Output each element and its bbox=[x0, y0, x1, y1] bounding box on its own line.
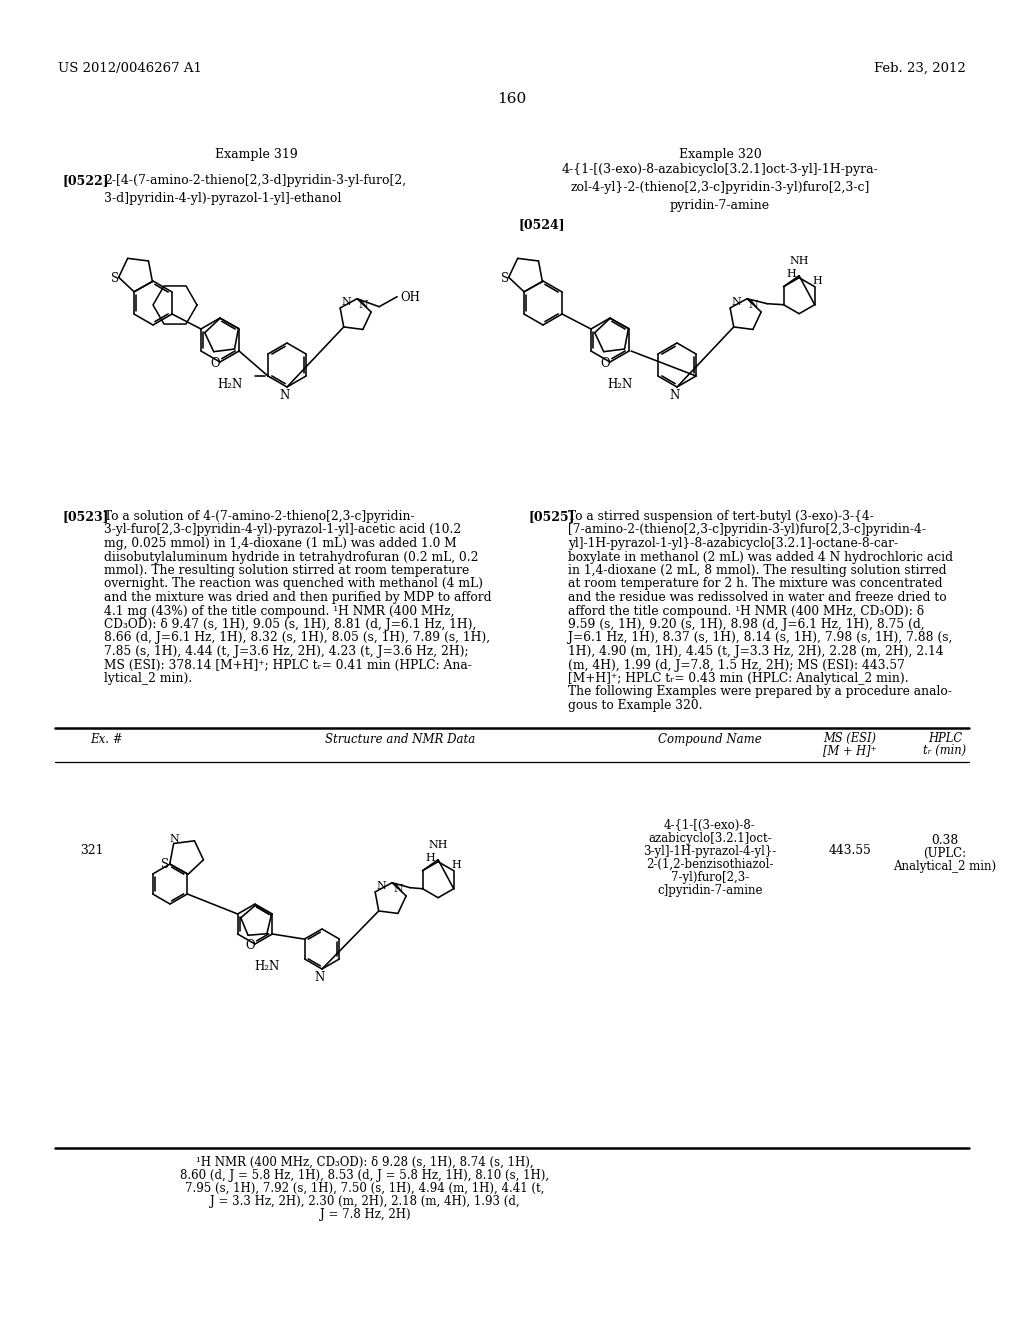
Text: tᵣ (min): tᵣ (min) bbox=[924, 744, 967, 756]
Text: J=6.1 Hz, 1H), 8.37 (s, 1H), 8.14 (s, 1H), 7.98 (s, 1H), 7.88 (s,: J=6.1 Hz, 1H), 8.37 (s, 1H), 8.14 (s, 1H… bbox=[568, 631, 952, 644]
Text: MS (ESI): MS (ESI) bbox=[823, 733, 877, 744]
Text: N: N bbox=[749, 300, 758, 310]
Text: [0522]: [0522] bbox=[62, 174, 109, 187]
Text: N: N bbox=[314, 972, 326, 983]
Text: US 2012/0046267 A1: US 2012/0046267 A1 bbox=[58, 62, 202, 75]
Text: Example 319: Example 319 bbox=[215, 148, 297, 161]
Text: lytical_2 min).: lytical_2 min). bbox=[104, 672, 193, 685]
Text: at room temperature for 2 h. The mixture was concentrated: at room temperature for 2 h. The mixture… bbox=[568, 578, 942, 590]
Text: To a solution of 4-(7-amino-2-thieno[2,3-c]pyridin-: To a solution of 4-(7-amino-2-thieno[2,3… bbox=[104, 510, 415, 523]
Text: Compound Name: Compound Name bbox=[658, 733, 762, 746]
Text: J = 3.3 Hz, 2H), 2.30 (m, 2H), 2.18 (m, 4H), 1.93 (d,: J = 3.3 Hz, 2H), 2.30 (m, 2H), 2.18 (m, … bbox=[210, 1195, 520, 1208]
Text: N: N bbox=[670, 389, 680, 403]
Text: overnight. The reaction was quenched with methanol (4 mL): overnight. The reaction was quenched wit… bbox=[104, 578, 483, 590]
Text: ¹H NMR (400 MHz, CD₃OD): δ 9.28 (s, 1H), 8.74 (s, 1H),: ¹H NMR (400 MHz, CD₃OD): δ 9.28 (s, 1H),… bbox=[197, 1156, 534, 1170]
Text: OH: OH bbox=[400, 292, 420, 304]
Text: 8.60 (d, J = 5.8 Hz, 1H), 8.53 (d, J = 5.8 Hz, 1H), 8.10 (s, 1H),: 8.60 (d, J = 5.8 Hz, 1H), 8.53 (d, J = 5… bbox=[180, 1170, 550, 1181]
Text: 160: 160 bbox=[498, 92, 526, 106]
Text: in 1,4-dioxane (2 mL, 8 mmol). The resulting solution stirred: in 1,4-dioxane (2 mL, 8 mmol). The resul… bbox=[568, 564, 946, 577]
Text: H₂N: H₂N bbox=[255, 961, 280, 974]
Text: 3-yl]-1H-pyrazol-4-yl}-: 3-yl]-1H-pyrazol-4-yl}- bbox=[643, 845, 776, 858]
Text: S: S bbox=[111, 272, 119, 285]
Text: The following Examples were prepared by a procedure analo-: The following Examples were prepared by … bbox=[568, 685, 952, 698]
Text: 7-yl)furo[2,3-: 7-yl)furo[2,3- bbox=[671, 871, 750, 884]
Text: 4-{1-[(3-exo)-8-azabicyclo[3.2.1]oct-3-yl]-1H-pyra-: 4-{1-[(3-exo)-8-azabicyclo[3.2.1]oct-3-y… bbox=[561, 162, 879, 176]
Text: 1H), 4.90 (m, 1H), 4.45 (t, J=3.3 Hz, 2H), 2.28 (m, 2H), 2.14: 1H), 4.90 (m, 1H), 4.45 (t, J=3.3 Hz, 2H… bbox=[568, 645, 944, 657]
Text: 321: 321 bbox=[80, 843, 103, 857]
Text: To a stirred suspension of tert-butyl (3-exo)-3-{4-: To a stirred suspension of tert-butyl (3… bbox=[568, 510, 873, 523]
Text: 4.1 mg (43%) of the title compound. ¹H NMR (400 MHz,: 4.1 mg (43%) of the title compound. ¹H N… bbox=[104, 605, 455, 618]
Text: mmol). The resulting solution stirred at room temperature: mmol). The resulting solution stirred at… bbox=[104, 564, 469, 577]
Text: Feb. 23, 2012: Feb. 23, 2012 bbox=[874, 62, 966, 75]
Text: N: N bbox=[341, 297, 351, 308]
Text: O: O bbox=[210, 356, 219, 370]
Text: H₂N: H₂N bbox=[218, 379, 243, 392]
Text: H₂N: H₂N bbox=[608, 379, 633, 392]
Text: N: N bbox=[280, 389, 290, 403]
Text: N: N bbox=[170, 834, 179, 845]
Text: (UPLC:: (UPLC: bbox=[924, 847, 967, 861]
Text: J = 7.8 Hz, 2H): J = 7.8 Hz, 2H) bbox=[319, 1208, 411, 1221]
Text: S: S bbox=[161, 858, 169, 871]
Text: H: H bbox=[786, 269, 796, 279]
Text: CD₃OD): δ 9.47 (s, 1H), 9.05 (s, 1H), 8.81 (d, J=6.1 Hz, 1H),: CD₃OD): δ 9.47 (s, 1H), 9.05 (s, 1H), 8.… bbox=[104, 618, 476, 631]
Text: Structure and NMR Data: Structure and NMR Data bbox=[325, 733, 475, 746]
Text: Ex. #: Ex. # bbox=[90, 733, 123, 746]
Text: H: H bbox=[425, 853, 435, 863]
Text: zol-4-yl}-2-(thieno[2,3-c]pyridin-3-yl)furo[2,3-c]: zol-4-yl}-2-(thieno[2,3-c]pyridin-3-yl)f… bbox=[570, 181, 869, 194]
Text: O: O bbox=[600, 356, 609, 370]
Text: Analytical_2 min): Analytical_2 min) bbox=[893, 861, 996, 873]
Text: afford the title compound. ¹H NMR (400 MHz, CD₃OD): δ: afford the title compound. ¹H NMR (400 M… bbox=[568, 605, 924, 618]
Text: [7-amino-2-(thieno[2,3-c]pyridin-3-yl)furo[2,3-c]pyridin-4-: [7-amino-2-(thieno[2,3-c]pyridin-3-yl)fu… bbox=[568, 524, 926, 536]
Text: S: S bbox=[501, 272, 509, 285]
Text: 3-yl-furo[2,3-c]pyridin-4-yl)-pyrazol-1-yl]-acetic acid (10.2: 3-yl-furo[2,3-c]pyridin-4-yl)-pyrazol-1-… bbox=[104, 524, 461, 536]
Text: diisobutylaluminum hydride in tetrahydrofuran (0.2 mL, 0.2: diisobutylaluminum hydride in tetrahydro… bbox=[104, 550, 478, 564]
Text: 7.85 (s, 1H), 4.44 (t, J=3.6 Hz, 2H), 4.23 (t, J=3.6 Hz, 2H);: 7.85 (s, 1H), 4.44 (t, J=3.6 Hz, 2H), 4.… bbox=[104, 645, 469, 657]
Text: [M + H]⁺: [M + H]⁺ bbox=[823, 744, 877, 756]
Text: yl]-1H-pyrazol-1-yl}-8-azabicyclo[3.2.1]-octane-8-car-: yl]-1H-pyrazol-1-yl}-8-azabicyclo[3.2.1]… bbox=[568, 537, 898, 550]
Text: 443.55: 443.55 bbox=[828, 843, 871, 857]
Text: Example 320: Example 320 bbox=[679, 148, 762, 161]
Text: N: N bbox=[393, 883, 402, 894]
Text: and the residue was redissolved in water and freeze dried to: and the residue was redissolved in water… bbox=[568, 591, 946, 605]
Text: 0.38: 0.38 bbox=[932, 834, 958, 847]
Text: [0525]: [0525] bbox=[528, 510, 574, 523]
Text: c]pyridin-7-amine: c]pyridin-7-amine bbox=[657, 884, 763, 898]
Text: NH: NH bbox=[790, 256, 809, 265]
Text: NH: NH bbox=[428, 840, 447, 850]
Text: H: H bbox=[452, 859, 462, 870]
Text: mg, 0.025 mmol) in 1,4-dioxane (1 mL) was added 1.0 M: mg, 0.025 mmol) in 1,4-dioxane (1 mL) wa… bbox=[104, 537, 457, 550]
Text: 3-d]pyridin-4-yl)-pyrazol-1-yl]-ethanol: 3-d]pyridin-4-yl)-pyrazol-1-yl]-ethanol bbox=[104, 191, 341, 205]
Text: N: N bbox=[358, 300, 368, 310]
Text: N: N bbox=[731, 297, 741, 308]
Text: 2-[4-(7-amino-2-thieno[2,3-d]pyridin-3-yl-furo[2,: 2-[4-(7-amino-2-thieno[2,3-d]pyridin-3-y… bbox=[104, 174, 407, 187]
Text: boxylate in methanol (2 mL) was added 4 N hydrochloric acid: boxylate in methanol (2 mL) was added 4 … bbox=[568, 550, 953, 564]
Text: MS (ESI): 378.14 [M+H]⁺; HPLC tᵣ= 0.41 min (HPLC: Ana-: MS (ESI): 378.14 [M+H]⁺; HPLC tᵣ= 0.41 m… bbox=[104, 659, 472, 672]
Text: (m, 4H), 1.99 (d, J=7.8, 1.5 Hz, 2H); MS (ESI): 443.57: (m, 4H), 1.99 (d, J=7.8, 1.5 Hz, 2H); MS… bbox=[568, 659, 905, 672]
Text: O: O bbox=[246, 940, 255, 952]
Text: [0523]: [0523] bbox=[62, 510, 109, 523]
Text: pyridin-7-amine: pyridin-7-amine bbox=[670, 199, 770, 213]
Text: [0524]: [0524] bbox=[518, 218, 564, 231]
Text: azabicyclo[3.2.1]oct-: azabicyclo[3.2.1]oct- bbox=[648, 832, 772, 845]
Text: H: H bbox=[813, 276, 822, 285]
Text: 8.66 (d, J=6.1 Hz, 1H), 8.32 (s, 1H), 8.05 (s, 1H), 7.89 (s, 1H),: 8.66 (d, J=6.1 Hz, 1H), 8.32 (s, 1H), 8.… bbox=[104, 631, 490, 644]
Text: 7.95 (s, 1H), 7.92 (s, 1H), 7.50 (s, 1H), 4.94 (m, 1H), 4.41 (t,: 7.95 (s, 1H), 7.92 (s, 1H), 7.50 (s, 1H)… bbox=[185, 1181, 545, 1195]
Text: and the mixture was dried and then purified by MDP to afford: and the mixture was dried and then purif… bbox=[104, 591, 492, 605]
Text: 4-{1-[(3-exo)-8-: 4-{1-[(3-exo)-8- bbox=[665, 818, 756, 832]
Text: 9.59 (s, 1H), 9.20 (s, 1H), 8.98 (d, J=6.1 Hz, 1H), 8.75 (d,: 9.59 (s, 1H), 9.20 (s, 1H), 8.98 (d, J=6… bbox=[568, 618, 925, 631]
Text: HPLC: HPLC bbox=[928, 733, 963, 744]
Text: 2-(1,2-benzisothiazol-: 2-(1,2-benzisothiazol- bbox=[646, 858, 774, 871]
Text: N: N bbox=[376, 880, 386, 891]
Text: [M+H]⁺; HPLC tᵣ= 0.43 min (HPLC: Analytical_2 min).: [M+H]⁺; HPLC tᵣ= 0.43 min (HPLC: Analyti… bbox=[568, 672, 908, 685]
Text: gous to Example 320.: gous to Example 320. bbox=[568, 700, 702, 711]
